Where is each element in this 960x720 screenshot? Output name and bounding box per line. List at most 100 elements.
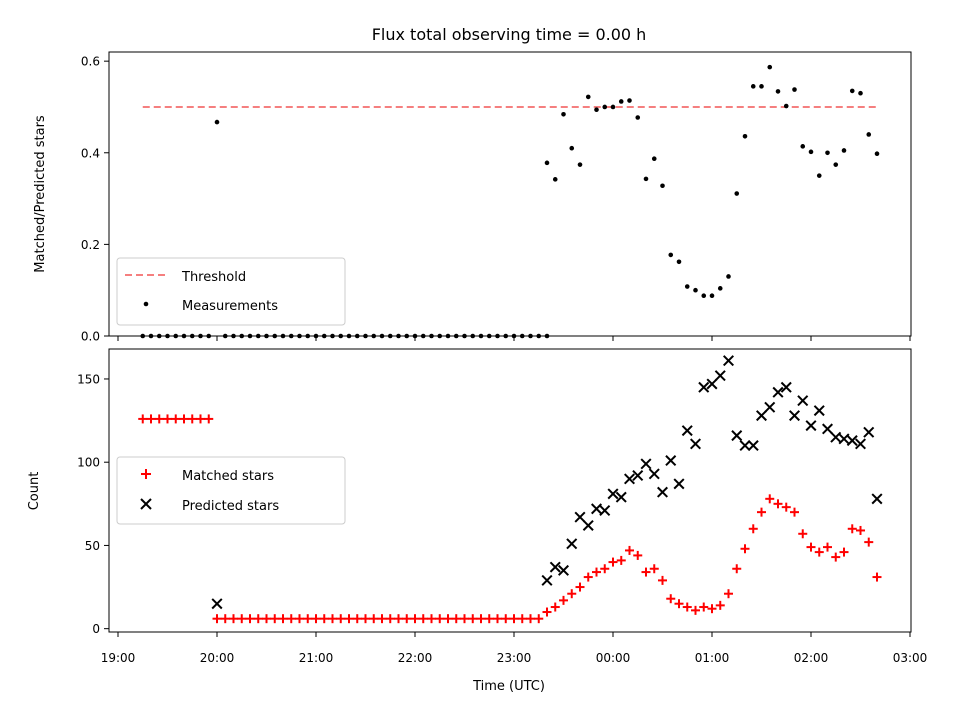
matched-stars-point [715, 600, 725, 610]
matched-stars-point [847, 524, 857, 534]
predicted-stars-point [871, 493, 883, 505]
matched-stars-point [831, 552, 841, 562]
measurement-point [503, 333, 509, 339]
matched-stars-point [138, 414, 148, 424]
matched-stars-point [641, 567, 651, 577]
matched-stars-point [460, 614, 469, 624]
matched-stars-point [691, 605, 700, 615]
measurement-point [305, 333, 311, 339]
matched-stars-point [534, 614, 544, 624]
predicted-stars-point [788, 410, 801, 422]
measurement-point [610, 104, 616, 110]
predicted-stars-point [854, 438, 867, 450]
matched-stars-point [592, 567, 601, 577]
measurement-point [511, 333, 517, 339]
matched-stars-point [748, 524, 758, 534]
predicted-stars-point [582, 519, 594, 531]
predicted-stars-point [805, 420, 817, 432]
measurement-point [445, 333, 451, 339]
measurement-point [701, 293, 707, 298]
matched-stars-point [616, 555, 626, 565]
measurement-point [775, 89, 781, 94]
predicted-stars-point [739, 440, 751, 452]
matched-stars-point [427, 614, 436, 624]
matched-stars-point [229, 614, 238, 624]
matched-stars-point [823, 542, 832, 552]
measurement-point [396, 333, 401, 339]
measurement-point [206, 333, 212, 339]
bottom-y-ticks: 0 50 100 150 [77, 372, 109, 636]
predicted-stars-point [211, 598, 223, 610]
matched-stars-point [204, 414, 214, 424]
measurement-point [618, 99, 624, 104]
measurement-point [800, 144, 806, 149]
matched-stars-point [237, 614, 247, 624]
matched-stars-point [699, 602, 709, 612]
matched-stars-point [633, 550, 643, 560]
measurement-point [734, 191, 740, 196]
predicted-stars-point [574, 511, 586, 523]
predicted-stars-point [813, 405, 825, 417]
measurement-point [783, 103, 789, 109]
measurement-point [363, 333, 368, 339]
matched-stars-point [757, 507, 766, 517]
predicted-stars-point [615, 491, 627, 503]
bottom-legend: Matched stars Predicted stars [116, 456, 346, 525]
matched-stars-point [509, 614, 519, 624]
predicted-stars-point [863, 426, 875, 438]
measurement-point [173, 333, 179, 339]
x-tick-label: 03:00 [893, 651, 928, 665]
measurement-point [231, 333, 236, 339]
matched-stars-point [270, 614, 280, 624]
predicted-stars-series [211, 355, 883, 610]
measurement-point [643, 176, 649, 182]
matched-stars-point [666, 594, 676, 604]
measurement-point [561, 111, 566, 117]
matched-stars-point [451, 614, 461, 624]
measurement-point [255, 333, 261, 339]
matched-stars-point [575, 582, 585, 592]
matched-stars-point [625, 545, 634, 555]
matched-stars-point [212, 614, 222, 624]
measurement-point [429, 333, 434, 339]
predicted-stars-point [557, 564, 570, 576]
measurement-point [222, 333, 228, 339]
measurement-point [866, 132, 872, 137]
predicted-stars-point [656, 486, 669, 498]
predicted-stars-point [797, 395, 809, 407]
x-tick-label: 02:00 [794, 651, 829, 665]
measurement-point [816, 173, 822, 178]
measurement-point [792, 87, 797, 92]
matched-stars-point [814, 547, 824, 557]
measurement-point [544, 160, 550, 166]
measurement-point [156, 333, 162, 339]
predicted-stars-point [549, 561, 561, 573]
measurement-point [495, 333, 500, 339]
measurement-point [420, 333, 426, 339]
x-tick-label: 19:00 [101, 651, 136, 665]
measurement-point [280, 333, 286, 339]
matched-stars-point [402, 614, 412, 624]
measurement-point [726, 274, 731, 279]
measurement-point [346, 333, 352, 339]
measurement-point [462, 333, 467, 339]
measurement-point [189, 333, 195, 339]
measurement-point [767, 64, 773, 70]
predicted-stars-point [665, 455, 677, 467]
matched-stars-point [476, 614, 486, 624]
matched-stars-point [435, 614, 445, 624]
measurement-point [181, 333, 187, 339]
predicted-stars-point [755, 410, 768, 422]
measurement-point [330, 333, 335, 339]
measurement-point [478, 333, 484, 339]
matched-stars-point [394, 614, 403, 624]
measurement-point [602, 104, 608, 110]
measurement-point [528, 333, 533, 339]
matched-stars-series [138, 414, 882, 624]
measurement-point [742, 133, 748, 139]
measurement-point [453, 333, 459, 339]
matched-stars-point [732, 564, 742, 574]
matched-stars-point [740, 544, 750, 554]
matched-stars-point [146, 414, 156, 424]
